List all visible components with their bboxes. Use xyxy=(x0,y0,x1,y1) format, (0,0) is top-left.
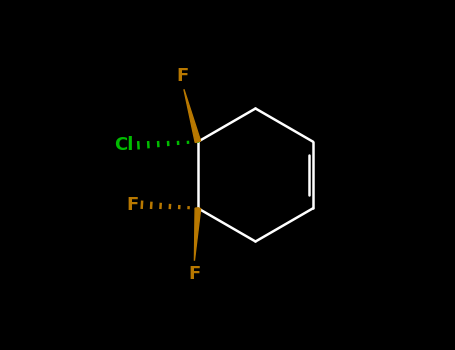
Text: F: F xyxy=(176,67,188,85)
Text: F: F xyxy=(126,196,138,214)
Polygon shape xyxy=(184,89,201,142)
Text: Cl: Cl xyxy=(114,136,133,154)
Text: F: F xyxy=(188,265,201,283)
Polygon shape xyxy=(194,208,201,261)
